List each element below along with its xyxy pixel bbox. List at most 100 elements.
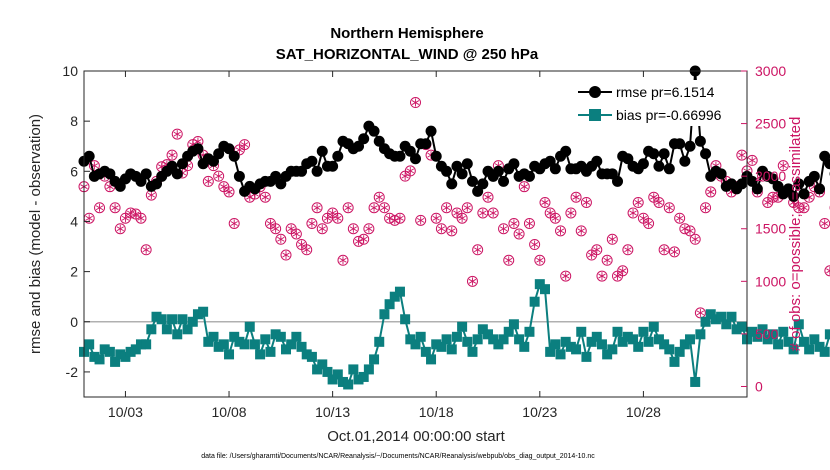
bias-point	[167, 314, 178, 325]
bias-point	[819, 346, 830, 357]
bias-point	[586, 336, 597, 347]
rmse-point	[798, 188, 810, 200]
rmse-point	[612, 175, 624, 187]
bias-point	[659, 339, 670, 350]
rmse-point	[591, 155, 603, 167]
obs-count-point	[539, 196, 551, 208]
obs-count-point	[824, 265, 830, 277]
rmse-point	[679, 155, 691, 167]
y-tick-label: 4	[70, 213, 78, 229]
bias-point	[669, 356, 680, 367]
y-tick-label: -2	[66, 364, 79, 380]
bias-point	[192, 309, 203, 320]
bias-point	[239, 339, 250, 350]
bias-point	[177, 314, 188, 325]
bias-point	[343, 379, 354, 390]
bias-point	[576, 326, 587, 337]
bias-point	[498, 334, 509, 345]
obs-count-point	[746, 154, 758, 166]
obs-count-point	[472, 244, 484, 256]
rmse-point	[508, 158, 520, 170]
y-tick-label: 2	[70, 264, 78, 280]
bias-point	[519, 341, 530, 352]
obs-count-point	[513, 228, 525, 240]
bias-point	[602, 349, 613, 360]
bias-point	[363, 364, 374, 375]
bias-point	[130, 344, 141, 355]
obs-count-point	[461, 202, 473, 214]
bias-point	[306, 351, 317, 362]
obs-count-point	[466, 275, 478, 287]
bias-point	[322, 366, 333, 377]
obs-count-point	[306, 217, 318, 229]
rmse-point	[171, 168, 183, 180]
y-axis-label: rmse and bias (model - observation)	[27, 114, 44, 354]
bias-point	[555, 349, 566, 360]
obs-count-point	[239, 139, 251, 151]
rmse-point	[498, 175, 510, 187]
bias-point	[374, 336, 385, 347]
x-tick-label: 10/08	[212, 404, 247, 420]
rmse-point	[658, 148, 670, 160]
bias-point	[249, 339, 260, 350]
bias-point	[643, 336, 654, 347]
x-tick-label: 10/23	[522, 404, 557, 420]
obs-count-point	[213, 170, 225, 182]
obs-count-point	[627, 207, 639, 219]
y2-tick-label: 0	[755, 378, 763, 394]
bias-point	[281, 344, 292, 355]
obs-count-point	[622, 244, 634, 256]
bias-series	[79, 279, 830, 390]
data-file-footnote: data file: /Users/gharamti/Documents/NCA…	[201, 453, 595, 460]
bias-point	[369, 354, 380, 365]
x-tick-label: 10/13	[315, 404, 350, 420]
obs-count-point	[601, 254, 613, 266]
obs-count-point	[798, 202, 810, 214]
x-tick-label: 10/28	[626, 404, 661, 420]
rmse-point	[233, 170, 245, 182]
obs-count-point	[819, 217, 830, 229]
bias-point	[415, 331, 426, 342]
legend-bias-marker	[589, 109, 601, 121]
bias-point	[685, 334, 696, 345]
bias-point	[229, 331, 240, 342]
bias-point	[638, 326, 649, 337]
legend-rmse-label: rmse pr=6.1514	[616, 84, 715, 100]
legend-rmse-marker	[589, 86, 601, 98]
bias-point	[617, 336, 628, 347]
obs-count-point	[446, 225, 458, 237]
bias-point	[653, 334, 664, 345]
rmse-point	[477, 178, 489, 190]
obs-count-point	[301, 244, 313, 256]
rmse-point	[311, 165, 323, 177]
bias-point	[156, 314, 167, 325]
obs-count-point	[171, 128, 183, 140]
bias-point	[809, 334, 820, 345]
bias-point	[705, 309, 716, 320]
obs-count-point	[596, 270, 608, 282]
plot-frame	[83, 70, 748, 398]
bias-point	[99, 344, 110, 355]
bias-point	[550, 339, 561, 350]
obs-count-point	[487, 207, 499, 219]
bias-point	[560, 336, 571, 347]
rmse-point	[316, 145, 328, 157]
obs-count-point	[456, 212, 468, 224]
rmse-point	[492, 165, 504, 177]
bias-point	[757, 324, 768, 335]
obs-count-point	[140, 244, 152, 256]
rmse-point	[663, 163, 675, 175]
obs-count-point	[94, 202, 106, 214]
bias-point	[84, 339, 95, 350]
bias-point	[337, 376, 348, 387]
obs-count-point	[202, 175, 214, 187]
bias-point	[457, 321, 468, 332]
rmse-point	[140, 168, 152, 180]
bias-point	[804, 344, 815, 355]
bias-point	[788, 344, 799, 355]
obs-count-point	[591, 244, 603, 256]
bias-point	[426, 354, 437, 365]
obs-count-point	[523, 217, 535, 229]
bias-point	[674, 346, 685, 357]
bias-point	[726, 311, 737, 322]
